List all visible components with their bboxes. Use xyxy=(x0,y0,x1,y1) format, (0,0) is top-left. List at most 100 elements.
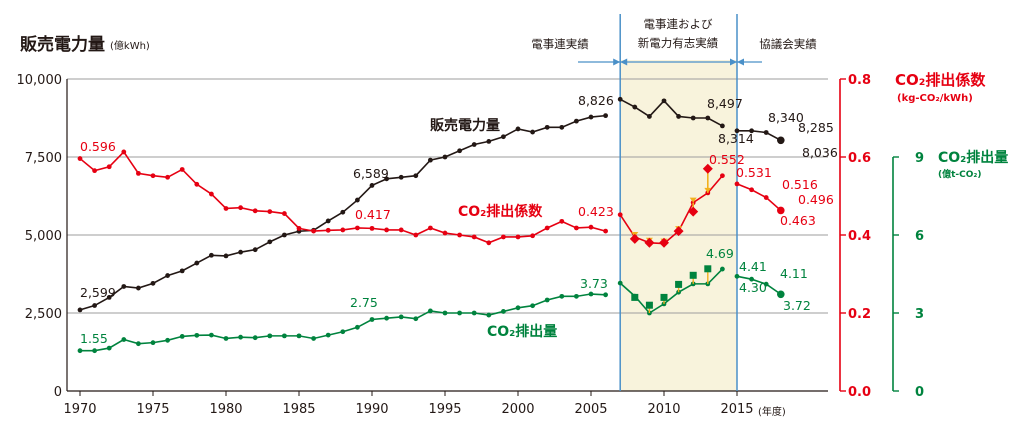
series-line xyxy=(736,183,782,212)
data-point xyxy=(267,209,273,215)
data-point xyxy=(296,333,302,339)
data-point xyxy=(457,232,462,238)
data-point xyxy=(763,130,769,135)
data-point xyxy=(515,234,521,240)
x-tick-label: 1975 xyxy=(136,402,169,417)
adjustment-arrowhead xyxy=(689,197,697,203)
y-left-tick-label: 10,000 xyxy=(17,73,63,88)
data-point xyxy=(369,225,375,231)
data-point xyxy=(282,211,287,216)
data-point xyxy=(179,167,185,172)
data-point xyxy=(544,297,550,303)
adjusted-square xyxy=(631,293,639,301)
data-point xyxy=(194,181,200,187)
data-point xyxy=(588,291,594,297)
data-point xyxy=(282,232,287,238)
data-point xyxy=(92,303,97,308)
y-right1-tick-label: 0.0 xyxy=(848,385,871,400)
sales-value-label: 8,285 xyxy=(798,120,834,135)
data-point xyxy=(252,208,258,214)
data-point xyxy=(617,212,623,218)
data-point xyxy=(603,113,608,119)
data-point xyxy=(223,206,229,211)
data-point xyxy=(617,96,623,102)
data-point xyxy=(428,225,433,231)
data-point xyxy=(720,266,725,272)
data-point xyxy=(501,309,506,314)
data-point xyxy=(209,252,214,258)
data-point xyxy=(559,293,565,299)
data-point xyxy=(749,276,754,282)
data-point xyxy=(720,173,725,179)
data-point xyxy=(486,139,492,144)
data-point xyxy=(749,187,754,193)
sales-value-label: 2,599 xyxy=(80,285,116,300)
series-line xyxy=(736,275,782,295)
x-tick-label: 1985 xyxy=(282,402,315,417)
adjusted-diamond xyxy=(688,206,699,217)
series-name-label: 販売電力量 xyxy=(430,117,500,134)
x-tick-label: 2005 xyxy=(574,402,607,417)
coefficient-value-label: 0.552 xyxy=(709,152,745,167)
data-point xyxy=(413,173,419,179)
x-tick-label: 1970 xyxy=(63,402,96,417)
x-tick-label: 1995 xyxy=(428,402,461,417)
y-right2-tick-label: 6 xyxy=(915,229,924,244)
data-point xyxy=(179,268,185,274)
data-point xyxy=(603,292,608,298)
data-point xyxy=(442,310,448,316)
emission-value-label: 4.41 xyxy=(739,259,767,274)
data-point xyxy=(369,183,375,188)
data-point xyxy=(384,176,389,182)
period-label: 協議会実績 xyxy=(759,37,817,51)
data-point xyxy=(471,142,477,147)
y-left-tick-label: 5,000 xyxy=(25,229,62,244)
data-point xyxy=(223,253,229,259)
data-point xyxy=(471,234,477,240)
axes: 0 2,500 5,000 7,500 10,000 1970 1975 1980 1985 19… xyxy=(17,73,925,417)
emission-value-label: 1.55 xyxy=(80,331,108,346)
data-point xyxy=(77,156,83,161)
data-point xyxy=(574,293,579,299)
data-point xyxy=(457,148,462,154)
data-point xyxy=(355,225,360,231)
data-point xyxy=(530,303,535,309)
data-point xyxy=(457,310,462,316)
data-point xyxy=(238,249,244,255)
data-point xyxy=(763,195,769,200)
data-point xyxy=(559,124,565,130)
adjusted-diamond xyxy=(673,226,684,237)
data-point xyxy=(121,149,127,155)
right-axis2-unit: (億t-CO₂) xyxy=(938,168,981,180)
data-point xyxy=(442,230,448,236)
emission-value-label: 2.75 xyxy=(350,295,378,310)
data-point xyxy=(267,239,273,245)
data-point xyxy=(442,154,448,160)
data-point xyxy=(165,174,171,180)
sales-value-label: 8,826 xyxy=(578,93,614,108)
data-point xyxy=(340,209,346,215)
right-axis1-unit: (kg-CO₂/kWh) xyxy=(897,93,973,104)
sales-value-label: 8,497 xyxy=(707,96,743,111)
data-point xyxy=(559,218,565,224)
final-data-point xyxy=(777,290,785,299)
data-point xyxy=(238,334,244,340)
data-point xyxy=(734,273,740,279)
period-label: 電事連および xyxy=(644,17,713,31)
data-point xyxy=(165,337,171,343)
adjusted-square xyxy=(660,293,668,301)
data-point xyxy=(252,247,258,253)
data-point xyxy=(398,314,404,320)
data-point xyxy=(398,227,404,233)
period-label: 電事連実績 xyxy=(531,37,589,51)
x-tick-label: 2015 xyxy=(720,402,753,417)
coefficient-value-label: 0.516 xyxy=(782,177,818,192)
data-point xyxy=(632,104,638,110)
data-point xyxy=(325,227,331,233)
data-point xyxy=(544,225,550,231)
series-name-label: CO₂排出量 xyxy=(487,323,557,340)
right-axis1-title: CO₂排出係数 xyxy=(895,71,986,89)
data-point xyxy=(413,316,419,322)
